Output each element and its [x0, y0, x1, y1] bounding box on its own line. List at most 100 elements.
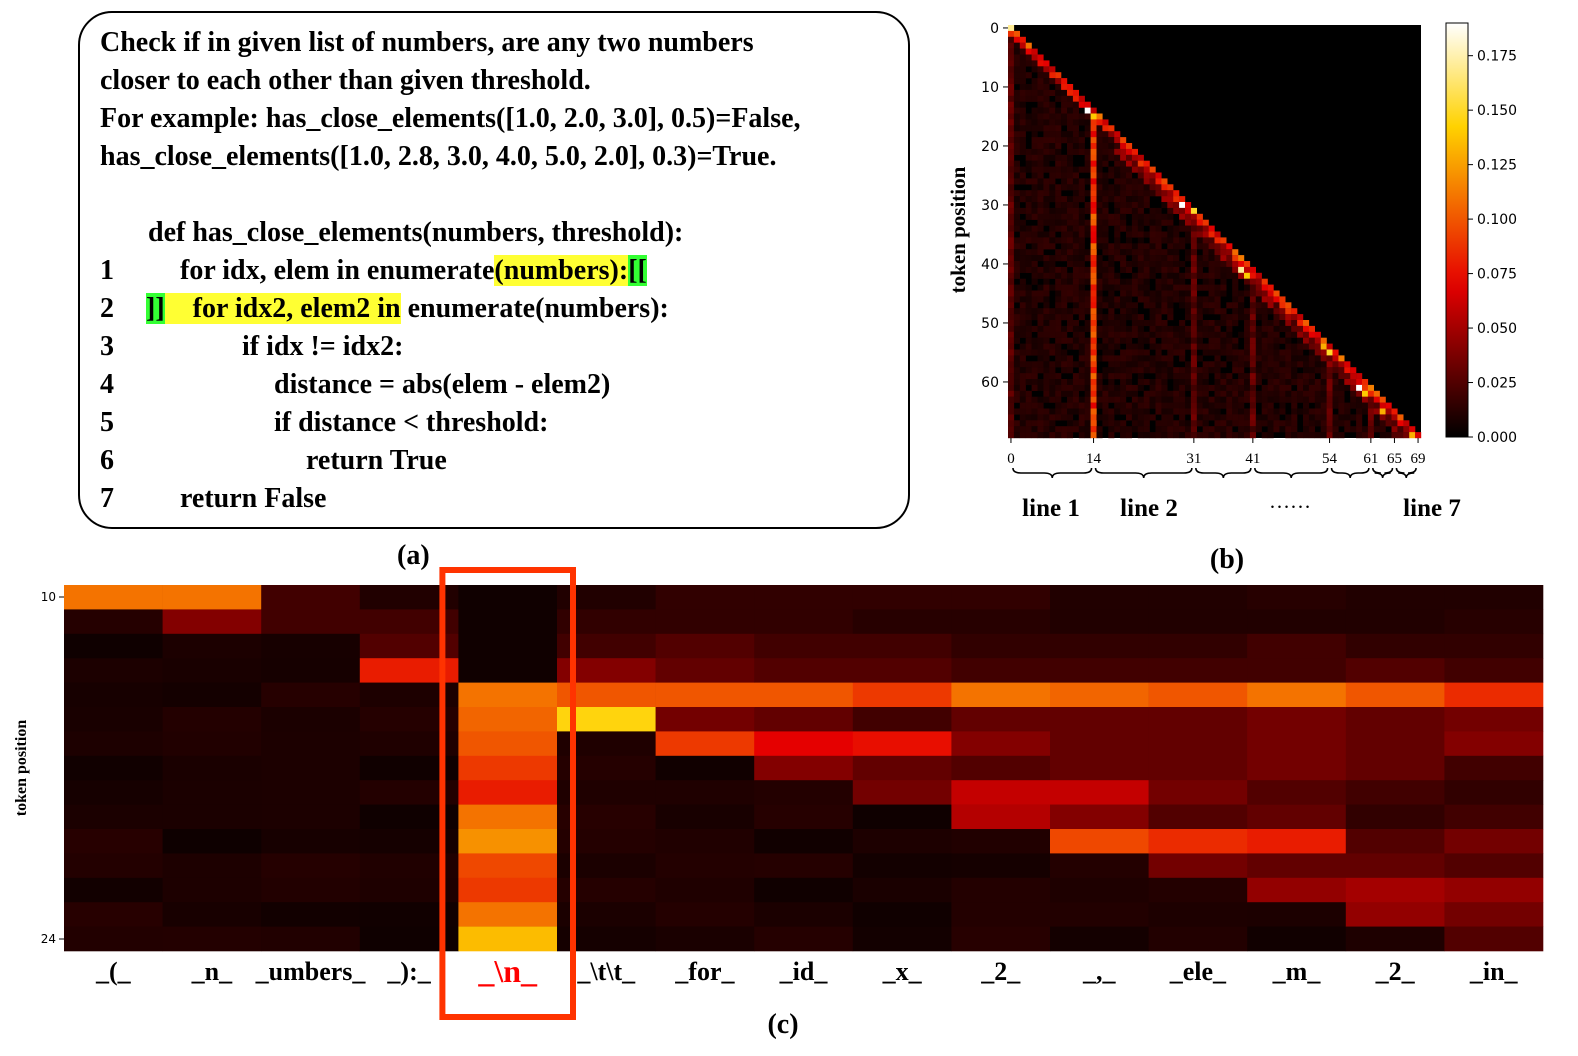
heatmap-b-cell	[1078, 402, 1085, 409]
heatmap-b-cell	[1255, 367, 1262, 374]
heatmap-b-cell	[1196, 255, 1203, 262]
heatmap-b-cell	[1202, 379, 1209, 386]
heatmap-b-cell	[1238, 355, 1245, 362]
heatmap-b-cell	[1249, 325, 1256, 332]
heatmap-b-cell	[1072, 284, 1079, 291]
heatmap-b-cell	[1096, 154, 1103, 161]
heatmap-b-cell	[1008, 207, 1015, 214]
colorbar-tick-label: 0.000	[1477, 430, 1517, 446]
heatmap-b-cell	[1019, 42, 1026, 49]
heatmap-b-cell	[1049, 131, 1056, 138]
heatmap-b-cell	[1114, 320, 1121, 327]
heatmap-b-cell	[1084, 207, 1091, 214]
heatmap-b-cell	[1037, 78, 1044, 85]
heatmap-b-cell	[1137, 290, 1144, 297]
heatmap-b-cell	[1019, 355, 1026, 362]
heatmap-b-cell	[1008, 402, 1015, 409]
heatmap-b-cell	[1061, 408, 1068, 415]
heatmap-b-cell	[1114, 202, 1121, 209]
heatmap-b-cell	[1037, 190, 1044, 197]
heatmap-b-cell	[1267, 302, 1274, 309]
heatmap-b-cell	[1096, 331, 1103, 338]
heatmap-b-cell	[1114, 249, 1121, 256]
heatmap-b-cell	[1013, 331, 1020, 338]
heatmap-b-cell	[1143, 272, 1150, 279]
heatmap-b-cell	[1061, 137, 1068, 144]
heatmap-b-cell	[1025, 154, 1032, 161]
heatmap-b-cell	[1114, 166, 1121, 173]
heatmap-b-cell	[1008, 261, 1015, 268]
caption-c: (c)	[767, 1009, 798, 1040]
heatmap-b-cell	[1043, 89, 1050, 96]
heatmap-c-cell	[1148, 829, 1248, 854]
heatmap-b-cell	[1013, 113, 1020, 120]
heatmap-b-cell	[1326, 390, 1333, 397]
heatmap-b-cell	[1067, 432, 1074, 439]
heatmap-b-cell	[1249, 396, 1256, 403]
heatmap-b-cell	[1078, 314, 1085, 321]
heatmap-b-cell	[1149, 320, 1156, 327]
heatmap-b-cell	[1013, 367, 1020, 374]
heatmap-b-cell	[1049, 284, 1056, 291]
heatmap-b-cell	[1061, 202, 1068, 209]
heatmap-b-cell	[1037, 349, 1044, 356]
heatmap-b-xtick-label: 65	[1387, 451, 1402, 467]
heatmap-b-cell	[1031, 184, 1038, 191]
heatmap-b-cell	[1314, 390, 1321, 397]
heatmap-b-cell	[1220, 249, 1227, 256]
heatmap-b-cell	[1049, 143, 1056, 150]
heatmap-b-cell	[1356, 384, 1363, 391]
curly-brace	[1395, 467, 1417, 479]
heatmap-b-cell	[1090, 331, 1097, 338]
heatmap-b-cell	[1285, 367, 1292, 374]
heatmap-b-cell	[1037, 343, 1044, 350]
heatmap-b-cell	[1173, 384, 1180, 391]
heatmap-b-cell	[1019, 302, 1026, 309]
heatmap-b-cell	[1025, 337, 1032, 344]
heatmap-b-cell	[1220, 237, 1227, 244]
heatmap-b-cell	[1143, 172, 1150, 179]
heatmap-b-cell	[1090, 178, 1097, 185]
heatmap-b-cell	[1120, 178, 1127, 185]
heatmap-c-cell	[754, 707, 854, 732]
heatmap-b-cell	[1131, 390, 1138, 397]
heatmap-c-cell	[1444, 877, 1544, 903]
heatmap-b-cell	[1013, 78, 1020, 85]
heatmap-b-cell	[1320, 379, 1327, 386]
heatmap-b-cell	[1114, 172, 1121, 179]
heatmap-b-cell	[1114, 131, 1121, 138]
code-line-2-marker: ]]	[146, 293, 165, 324]
heatmap-b-ytick-label: 30	[981, 198, 999, 214]
heatmap-b-cell	[1072, 89, 1079, 96]
heatmap-c-cell	[1247, 755, 1347, 781]
heatmap-b-cell	[1108, 137, 1115, 144]
heatmap-b-cell	[1114, 426, 1121, 433]
heatmap-b-cell	[1055, 331, 1062, 338]
heatmap-b-cell	[1049, 237, 1056, 244]
heatmap-b-cell	[1055, 284, 1062, 291]
heatmap-b-cell	[1308, 379, 1315, 386]
heatmap-b-cell	[1019, 331, 1026, 338]
heatmap-b-cell	[1096, 202, 1103, 209]
heatmap-b-cell	[1037, 237, 1044, 244]
heatmap-b-cell	[1096, 373, 1103, 380]
heatmap-b-cell	[1037, 408, 1044, 415]
heatmap-c-ytick-label: 10	[41, 590, 56, 604]
heatmap-b-cell	[1356, 373, 1363, 380]
heatmap-b-cell	[1226, 396, 1233, 403]
heatmap-b-cell	[1214, 379, 1221, 386]
heatmap-b-cell	[1161, 414, 1168, 421]
heatmap-b-cell	[1013, 42, 1020, 49]
heatmap-b-cell	[1031, 402, 1038, 409]
heatmap-b-cell	[1155, 314, 1162, 321]
heatmap-c-cell	[1444, 853, 1544, 879]
heatmap-b-cell	[1031, 343, 1038, 350]
heatmap-b-cell	[1025, 213, 1032, 220]
heatmap-b-cell	[1267, 373, 1274, 380]
heatmap-b-cell	[1220, 278, 1227, 285]
heatmap-b-cell	[1149, 190, 1156, 197]
heatmap-b-cell	[1344, 414, 1351, 421]
heatmap-b-cell	[1031, 84, 1038, 91]
heatmap-b-cell	[1055, 272, 1062, 279]
heatmap-c-cell	[1050, 585, 1149, 610]
